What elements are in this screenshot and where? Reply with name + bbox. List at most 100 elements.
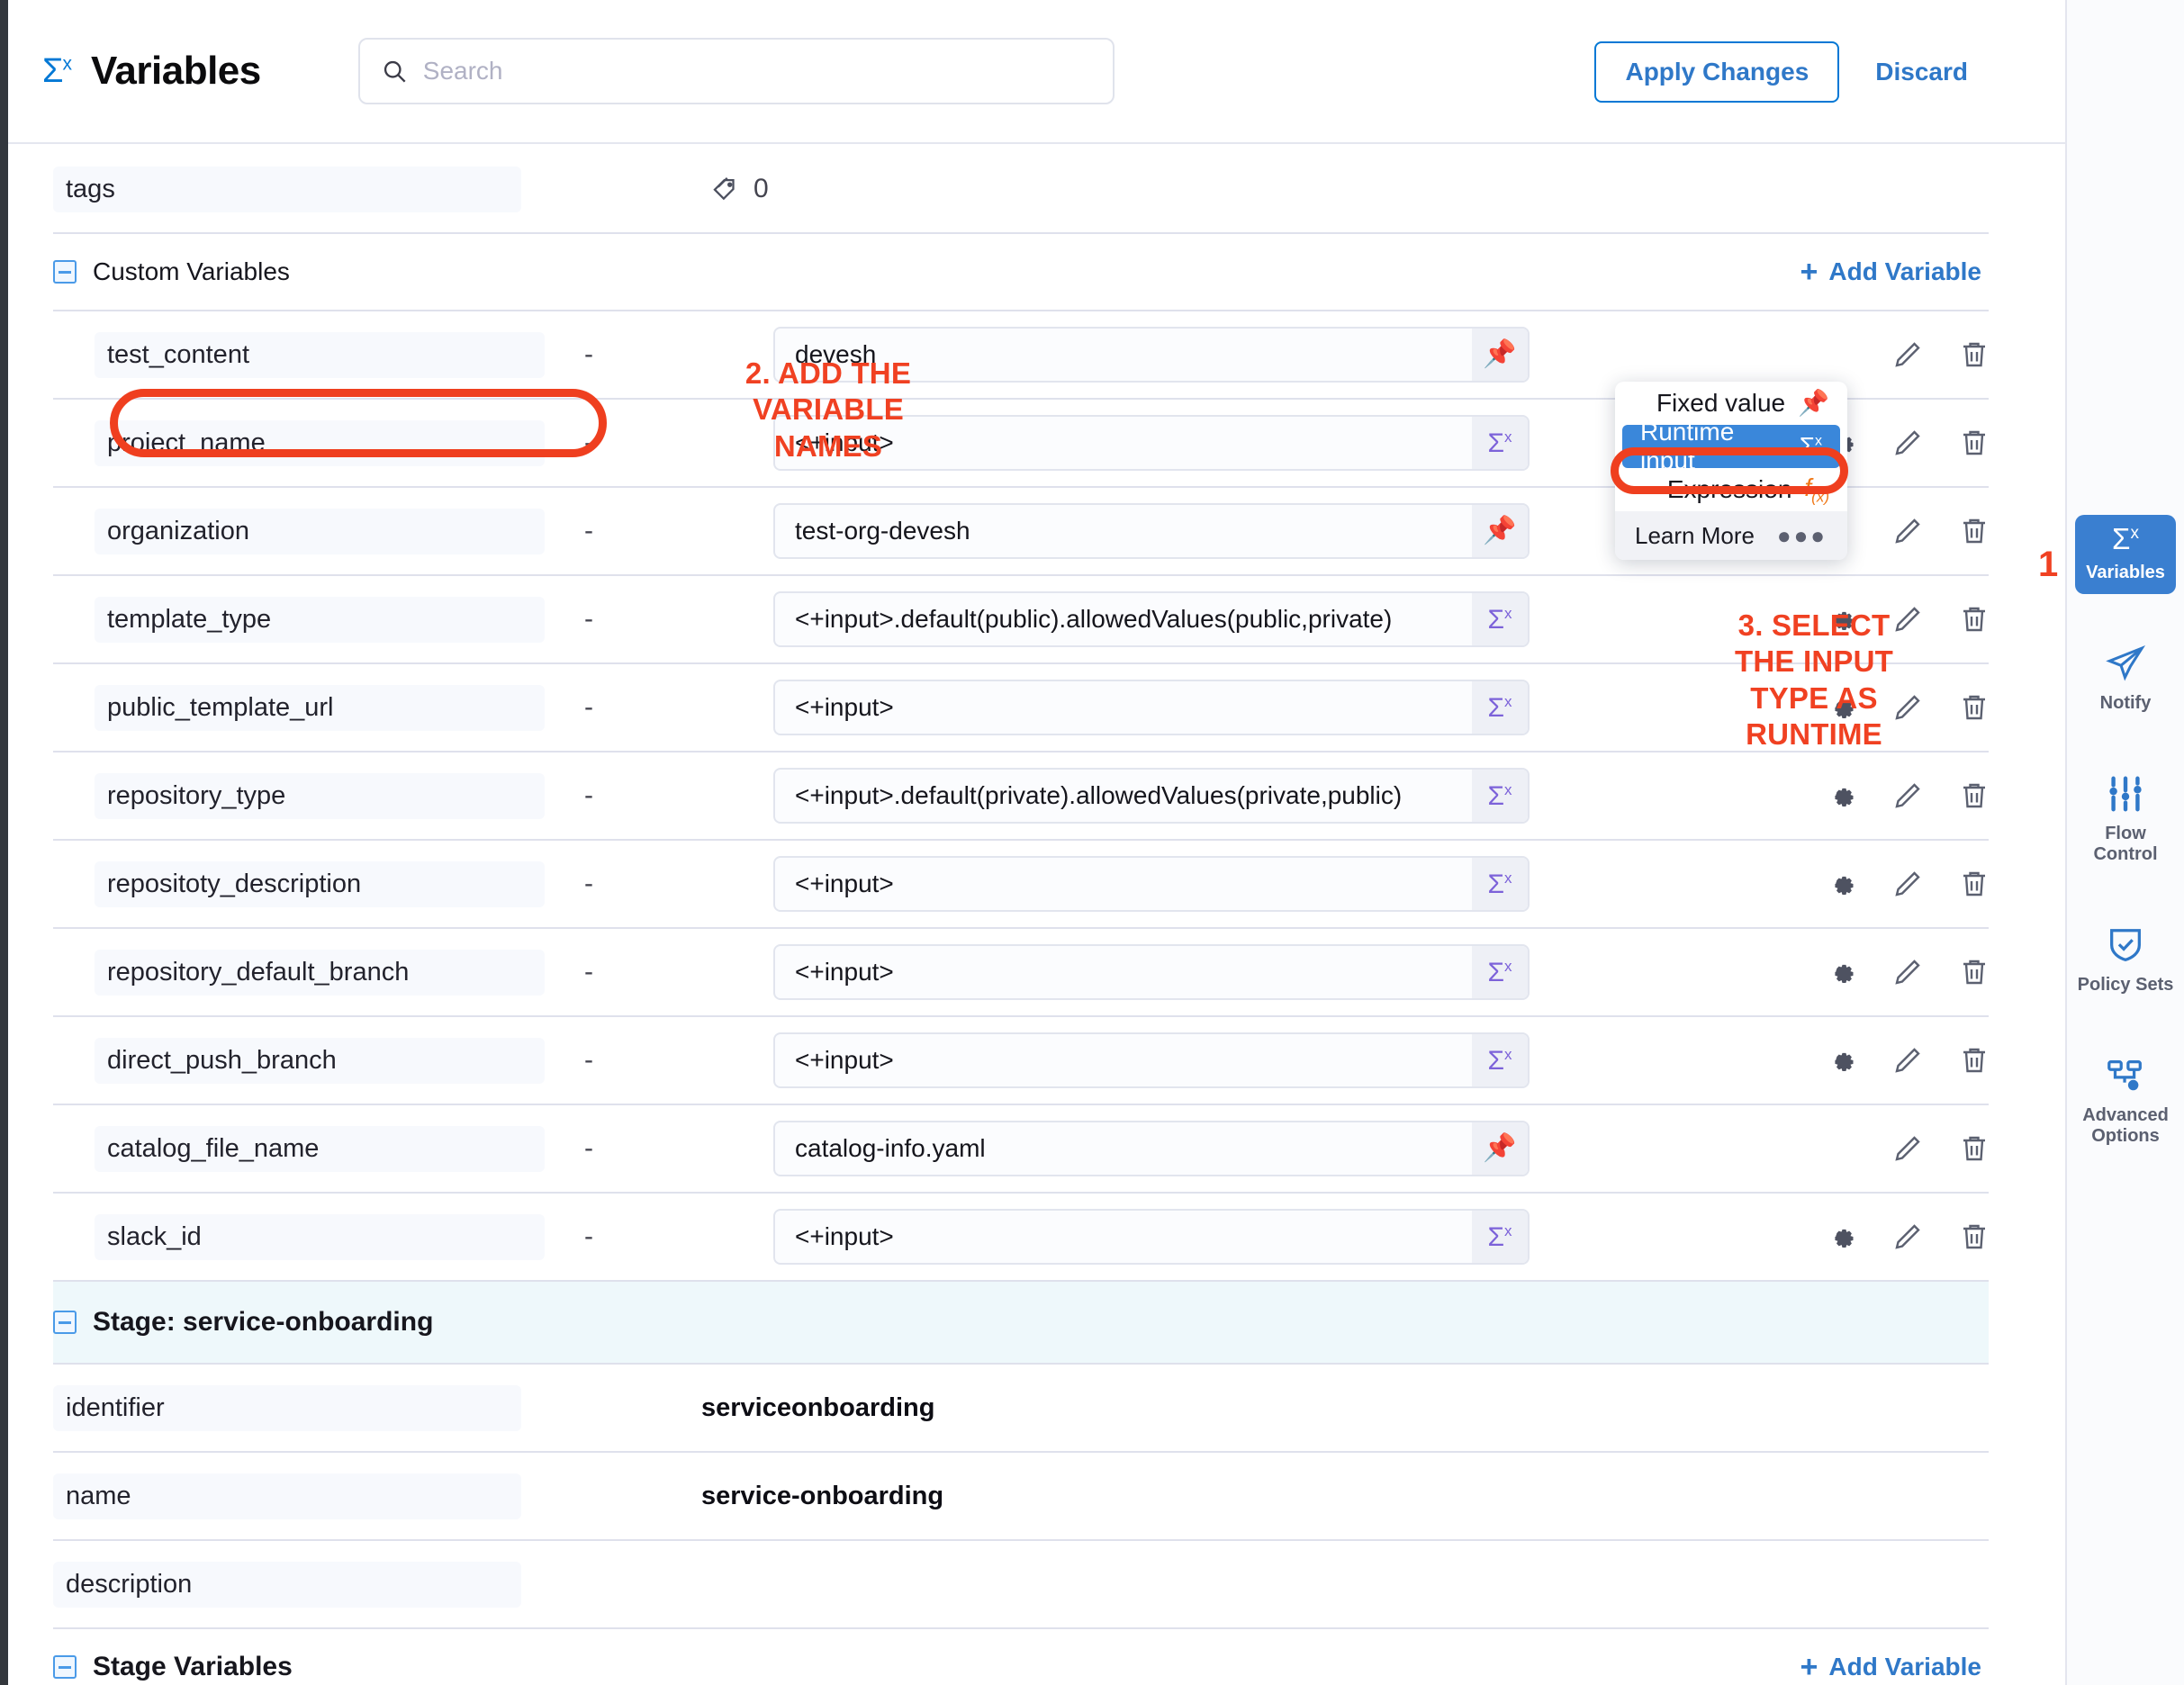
table-row: repositoty_description - <+input> Σx xyxy=(53,841,1989,929)
variable-name[interactable]: test_content xyxy=(95,331,545,378)
sidebar-item-flow-control[interactable]: Flow Control xyxy=(2075,764,2176,876)
variable-name[interactable]: catalog_file_name xyxy=(95,1125,545,1172)
edit-pencil-icon[interactable] xyxy=(1891,603,1924,635)
sidebar-item-notify[interactable]: Notify xyxy=(2075,634,2176,725)
runtime-input-sigma-icon[interactable]: Σx xyxy=(1472,593,1528,645)
collapse-toggle-icon[interactable] xyxy=(53,1311,77,1334)
runtime-input-sigma-icon[interactable]: Σx xyxy=(1472,946,1528,998)
variable-name[interactable]: template_type xyxy=(95,596,545,643)
annotation-step-1: 1 xyxy=(2038,545,2059,584)
variable-value-input[interactable]: <+input> Σx xyxy=(773,944,1530,1000)
search-input[interactable]: Search xyxy=(357,38,1115,104)
variable-value-input[interactable]: test-org-devesh 📌 xyxy=(773,503,1530,559)
variable-value-input[interactable]: <+input> Σx xyxy=(773,415,1530,471)
annotation-step-3: 3. SELECT THE INPUT TYPE AS RUNTIME xyxy=(1735,608,1893,751)
fixed-value-pin-icon[interactable]: 📌 xyxy=(1472,329,1528,381)
variable-value-input[interactable]: <+input> Σx xyxy=(773,680,1530,735)
input-type-dropdown[interactable]: Fixed value 📌 Runtime input Σx Expressio… xyxy=(1615,382,1847,560)
variable-name[interactable]: project_name xyxy=(95,419,545,466)
delete-trash-icon[interactable] xyxy=(1958,603,1990,635)
gear-icon[interactable] xyxy=(1825,691,1857,724)
table-row: test_content - devesh 📌 xyxy=(53,311,1989,400)
delete-trash-icon[interactable] xyxy=(1958,1044,1990,1077)
variable-value-input[interactable]: <+input>.default(private).allowedValues(… xyxy=(773,768,1530,824)
runtime-input-sigma-icon[interactable]: Σx xyxy=(1472,858,1528,910)
variable-name[interactable]: public_template_url xyxy=(95,684,545,731)
variable-value-input[interactable]: catalog-info.yaml 📌 xyxy=(773,1121,1530,1176)
variable-value-text: <+input> xyxy=(795,1222,894,1250)
edit-pencil-icon[interactable] xyxy=(1891,427,1924,459)
variable-description: - xyxy=(584,339,593,369)
variable-value-input[interactable]: <+input> Σx xyxy=(773,1209,1530,1265)
gear-icon[interactable] xyxy=(1825,1221,1857,1253)
gear-icon[interactable] xyxy=(1825,603,1857,635)
runtime-input-sigma-icon[interactable]: Σx xyxy=(1472,1034,1528,1086)
name-cell: tags xyxy=(53,166,557,212)
gear-icon[interactable] xyxy=(1825,1044,1857,1077)
delete-trash-icon[interactable] xyxy=(1958,1221,1990,1253)
delete-trash-icon[interactable] xyxy=(1958,868,1990,900)
sigma-x-icon: Σx xyxy=(1799,432,1822,460)
delete-trash-icon[interactable] xyxy=(1958,779,1990,812)
runtime-input-sigma-icon[interactable]: Σx xyxy=(1472,770,1528,822)
variable-value-input[interactable]: <+input> Σx xyxy=(773,856,1530,912)
apply-changes-button[interactable]: Apply Changes xyxy=(1594,41,1840,103)
variable-name: tags xyxy=(53,166,521,212)
menu-learn-more[interactable]: Learn More ●●● xyxy=(1615,511,1847,560)
table-row: description xyxy=(53,1541,1989,1629)
edit-pencil-icon[interactable] xyxy=(1891,868,1924,900)
variable-value-input[interactable]: <+input> Σx xyxy=(773,1032,1530,1088)
edit-pencil-icon[interactable] xyxy=(1891,691,1924,724)
table-row: project_name - <+input> Σx xyxy=(53,400,1989,488)
gear-icon[interactable] xyxy=(1825,868,1857,900)
edit-pencil-icon[interactable] xyxy=(1891,1221,1924,1253)
edit-pencil-icon[interactable] xyxy=(1891,779,1924,812)
variable-name[interactable]: slack_id xyxy=(95,1213,545,1260)
runtime-input-sigma-icon[interactable]: Σx xyxy=(1472,417,1528,469)
edit-pencil-icon[interactable] xyxy=(1891,956,1924,988)
variable-name[interactable]: repository_default_branch xyxy=(95,949,545,996)
variable-value-input[interactable]: devesh 📌 xyxy=(773,327,1530,383)
variable-name[interactable]: direct_push_branch xyxy=(95,1037,545,1084)
variable-description: - xyxy=(584,869,593,898)
table-row: repository_default_branch - <+input> Σx xyxy=(53,929,1989,1017)
table-row-tags: tags 0 xyxy=(53,146,1989,234)
variable-value-input[interactable]: <+input>.default(public).allowedValues(p… xyxy=(773,591,1530,647)
gear-icon[interactable] xyxy=(1825,956,1857,988)
sidebar-item-variables[interactable]: Σx Variables xyxy=(2075,515,2176,594)
add-variable-button-stage[interactable]: + Add Variable xyxy=(1800,1652,1981,1682)
group-label: Stage Variables xyxy=(93,1652,293,1681)
table-row: identifier serviceonboarding xyxy=(53,1365,1989,1453)
variable-name[interactable]: repositoty_description xyxy=(95,861,545,907)
runtime-input-sigma-icon[interactable]: Σx xyxy=(1472,1211,1528,1263)
edit-pencil-icon[interactable] xyxy=(1891,515,1924,547)
collapse-toggle-icon[interactable] xyxy=(53,260,77,284)
sidebar-item-policy-sets[interactable]: Policy Sets xyxy=(2075,915,2176,1006)
menu-item-label: Runtime input xyxy=(1640,418,1735,474)
delete-trash-icon[interactable] xyxy=(1958,427,1990,459)
variable-value-text: <+input> xyxy=(795,1046,894,1074)
edit-pencil-icon[interactable] xyxy=(1891,338,1924,371)
variable-name[interactable]: repository_type xyxy=(95,772,545,819)
menu-item-runtime-input[interactable]: Runtime input Σx xyxy=(1622,418,1840,474)
add-variable-button-custom[interactable]: + Add Variable xyxy=(1800,257,1981,287)
variable-name[interactable]: organization xyxy=(95,508,545,554)
runtime-input-sigma-icon[interactable]: Σx xyxy=(1472,681,1528,734)
menu-item-fixed-value[interactable]: Fixed value 📌 xyxy=(1615,382,1847,425)
edit-pencil-icon[interactable] xyxy=(1891,1132,1924,1165)
group-label: Custom Variables xyxy=(93,257,290,285)
gear-icon[interactable] xyxy=(1825,779,1857,812)
collapse-toggle-icon[interactable] xyxy=(53,1655,77,1679)
delete-trash-icon[interactable] xyxy=(1958,515,1990,547)
more-dots-icon[interactable]: ●●● xyxy=(1776,521,1828,549)
delete-trash-icon[interactable] xyxy=(1958,338,1990,371)
delete-trash-icon[interactable] xyxy=(1958,956,1990,988)
fixed-value-pin-icon[interactable]: 📌 xyxy=(1472,505,1528,557)
sidebar-item-advanced-options[interactable]: Advanced Options xyxy=(2075,1046,2176,1158)
discard-button[interactable]: Discard xyxy=(1875,58,1968,86)
edit-pencil-icon[interactable] xyxy=(1891,1044,1924,1077)
delete-trash-icon[interactable] xyxy=(1958,691,1990,724)
delete-trash-icon[interactable] xyxy=(1958,1132,1990,1165)
fixed-value-pin-icon[interactable]: 📌 xyxy=(1472,1122,1528,1175)
row-actions xyxy=(1825,929,1990,1015)
